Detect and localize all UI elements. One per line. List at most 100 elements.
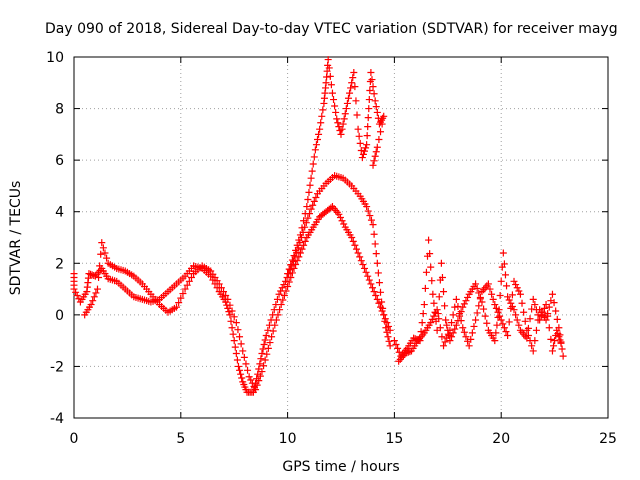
data-point <box>540 304 548 312</box>
data-point <box>280 292 288 300</box>
data-point <box>262 331 270 339</box>
data-point <box>277 301 285 309</box>
data-point <box>460 300 468 308</box>
data-point <box>264 344 272 352</box>
x-tick-label: 5 <box>176 431 185 447</box>
data-point <box>430 299 438 307</box>
data-point <box>281 277 289 285</box>
data-point <box>438 273 446 281</box>
data-point <box>295 236 303 244</box>
data-point <box>510 306 518 314</box>
data-point <box>312 141 320 149</box>
data-point <box>359 150 367 158</box>
data-point <box>502 328 510 336</box>
data-point <box>370 157 378 165</box>
data-point <box>354 125 362 133</box>
data-point <box>260 362 268 370</box>
data-point <box>531 337 539 345</box>
data-point <box>342 105 350 113</box>
data-point <box>494 308 502 316</box>
data-point <box>258 368 266 376</box>
data-point <box>356 253 364 261</box>
data-point <box>556 331 564 339</box>
data-point <box>428 277 436 285</box>
data-point <box>548 347 556 355</box>
data-point <box>436 324 444 332</box>
data-point <box>183 281 191 289</box>
data-point <box>504 293 512 301</box>
data-point <box>304 195 312 203</box>
data-point <box>375 279 383 287</box>
data-point <box>532 326 540 334</box>
data-point <box>475 302 483 310</box>
data-point <box>344 94 352 102</box>
data-point <box>372 250 380 258</box>
data-point <box>264 326 272 334</box>
data-point <box>252 386 260 394</box>
data-point <box>468 329 476 337</box>
data-point <box>375 136 383 144</box>
data-point <box>440 288 448 296</box>
data-point <box>362 268 370 276</box>
data-point <box>384 333 392 341</box>
data-point <box>371 152 379 160</box>
data-point <box>341 110 349 118</box>
data-point <box>370 288 378 296</box>
data-point <box>372 148 380 156</box>
x-tick-label: 15 <box>385 431 403 447</box>
data-point <box>497 316 505 324</box>
data-point <box>548 290 556 298</box>
data-point <box>233 356 241 364</box>
data-point <box>293 257 301 265</box>
data-point <box>351 241 359 249</box>
y-tick-label: -2 <box>50 359 64 375</box>
data-point <box>95 273 103 281</box>
data-point <box>465 342 473 350</box>
data-point <box>75 295 83 303</box>
data-point <box>505 296 513 304</box>
data-point <box>293 241 301 249</box>
data-point <box>552 307 560 315</box>
data-point <box>428 315 436 323</box>
data-point <box>425 236 433 244</box>
data-point <box>500 324 508 332</box>
data-point <box>98 239 106 247</box>
data-point <box>298 245 306 253</box>
data-point <box>349 237 357 245</box>
data-point <box>334 119 342 127</box>
data-point <box>367 68 375 76</box>
data-points <box>70 56 567 396</box>
data-point <box>306 181 314 189</box>
data-point <box>88 271 96 279</box>
data-point <box>312 194 320 202</box>
data-point <box>512 281 520 289</box>
data-point <box>427 319 435 327</box>
data-point <box>274 311 282 319</box>
data-point <box>217 284 225 292</box>
data-point <box>263 350 271 358</box>
x-tick-label: 25 <box>599 431 617 447</box>
data-point <box>327 204 335 212</box>
data-point <box>215 280 223 288</box>
data-point <box>175 299 183 307</box>
data-point <box>73 292 81 300</box>
data-point <box>444 330 452 338</box>
data-point <box>238 374 246 382</box>
data-point <box>339 120 347 128</box>
data-point <box>483 319 491 327</box>
data-point <box>350 68 358 76</box>
data-point <box>103 254 111 262</box>
data-point <box>307 174 315 182</box>
data-point <box>343 99 351 107</box>
data-point <box>526 315 534 323</box>
data-point <box>499 320 507 328</box>
data-point <box>377 288 385 296</box>
data-point <box>401 350 409 358</box>
data-point <box>385 337 393 345</box>
data-point <box>497 277 505 285</box>
data-point <box>472 280 480 288</box>
data-point <box>285 278 293 286</box>
data-point <box>491 337 499 345</box>
data-point <box>557 338 565 346</box>
data-point <box>364 123 372 131</box>
